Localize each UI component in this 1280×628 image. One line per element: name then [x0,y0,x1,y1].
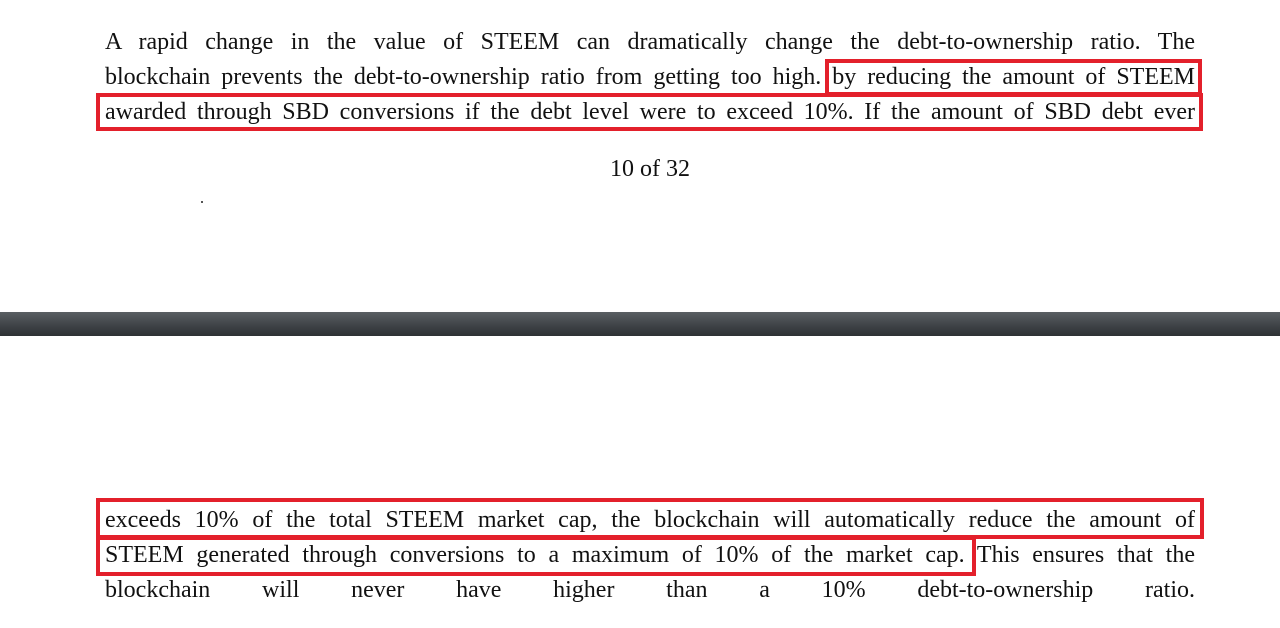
speck [201,201,203,203]
text-segment: awarded through SBD conversions if the d… [105,99,1195,125]
text-line: blockchain prevents the debt-to-ownershi… [105,60,1195,94]
text-segment: by reducing the amount of STEEM [832,64,1195,90]
text-line: STEEM generated through conversions to a… [105,538,1195,572]
text-segment: blockchain prevents the debt-to-ownershi… [105,64,822,90]
text-line: blockchain will never have higher than a… [105,573,1195,607]
text-segment: STEEM generated through conversions to a… [105,542,965,568]
text-line: awarded through SBD conversions if the d… [105,95,1195,129]
text-segment: blockchain will never have higher than a… [105,577,1195,603]
text-line: exceeds 10% of the total STEEM market ca… [105,503,1195,537]
text-segment: A rapid change in the value of STEEM can… [105,29,1195,55]
page-separator [0,312,1280,336]
highlight-box [96,93,1203,131]
page-number: 10 of 32 [610,156,690,182]
highlight-box [96,536,976,576]
text-segment: exceeds 10% of the total STEEM market ca… [105,507,1195,533]
text-line: A rapid change in the value of STEEM can… [105,25,1195,59]
text-segment: This ensures that the [976,542,1196,568]
